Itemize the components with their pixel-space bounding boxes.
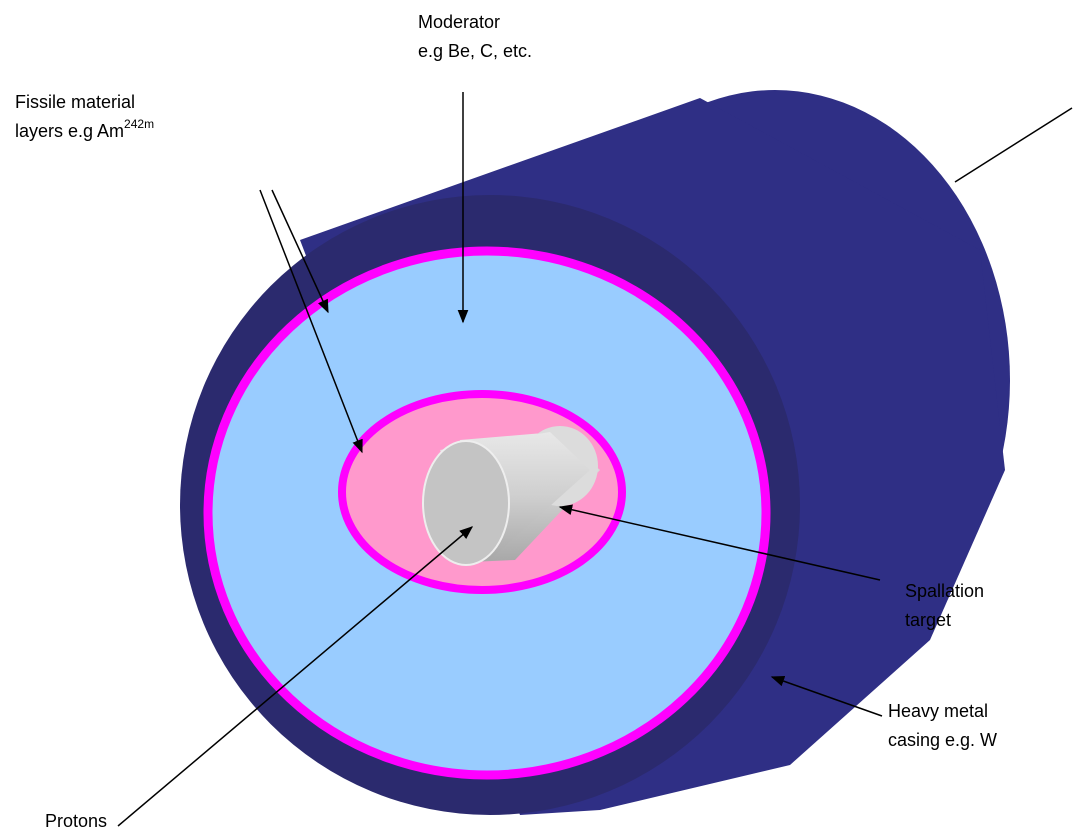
label: casing e.g. W: [888, 730, 997, 750]
label: Fissile material: [15, 92, 135, 112]
label: layers e.g Am242m: [15, 117, 154, 141]
label: Spallation: [905, 581, 984, 601]
beam-line: [954, 107, 1073, 183]
casing-arrow: [770, 675, 883, 717]
protons-arrow: [117, 526, 474, 827]
label: Protons: [45, 811, 107, 831]
label: e.g Be, C, etc.: [418, 41, 532, 61]
label-text: layers e.g Am: [15, 121, 124, 141]
rod-face: [422, 440, 510, 566]
fissile-arrow: [259, 189, 363, 454]
spallation-target: [422, 426, 600, 566]
fissile-arrow: [271, 189, 329, 314]
label: Heavy metal: [888, 701, 988, 721]
label: target: [905, 610, 951, 630]
label: Moderator: [418, 12, 500, 32]
superscript: 242m: [124, 117, 154, 131]
spallation-arrow: [558, 504, 881, 581]
